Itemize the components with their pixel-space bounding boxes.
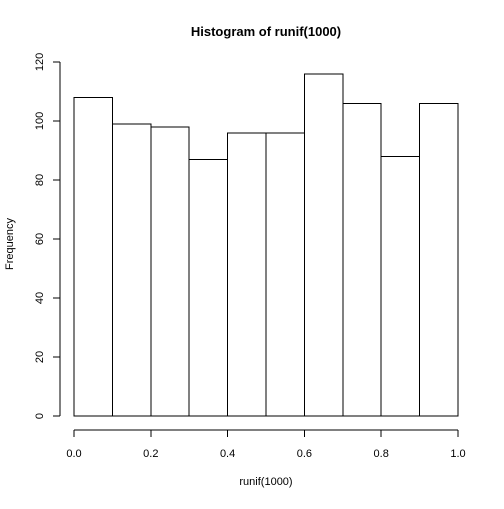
y-tick-label: 0 (34, 413, 46, 419)
histogram-bar-3 (151, 127, 189, 416)
y-tick-label: 120 (34, 53, 46, 71)
x-tick-label: 0.8 (374, 448, 389, 460)
x-tick-label: 0.4 (220, 448, 235, 460)
histogram-bar-6 (266, 133, 304, 416)
histogram-bar-1 (74, 97, 112, 416)
y-tick-label: 60 (34, 233, 46, 245)
histogram-bar-8 (343, 103, 381, 416)
histogram-bar-5 (228, 133, 266, 416)
x-tick-label: 0.2 (143, 448, 158, 460)
histogram-bar-10 (420, 103, 458, 416)
y-tick-label: 80 (34, 174, 46, 186)
x-tick-label: 1.0 (450, 448, 465, 460)
histogram-bar-9 (381, 156, 419, 416)
x-tick-label: 0.0 (66, 448, 81, 460)
y-tick-label: 40 (34, 292, 46, 304)
histogram-bar-2 (112, 124, 150, 416)
histogram-bar-4 (189, 159, 227, 416)
x-tick-label: 0.6 (297, 448, 312, 460)
y-axis-label: Frequency (4, 218, 16, 270)
y-tick-label: 20 (34, 351, 46, 363)
histogram-bar-7 (304, 74, 342, 416)
y-tick-label: 100 (34, 112, 46, 130)
chart-title: Histogram of runif(1000) (191, 24, 341, 39)
x-axis-label: runif(1000) (239, 476, 292, 488)
